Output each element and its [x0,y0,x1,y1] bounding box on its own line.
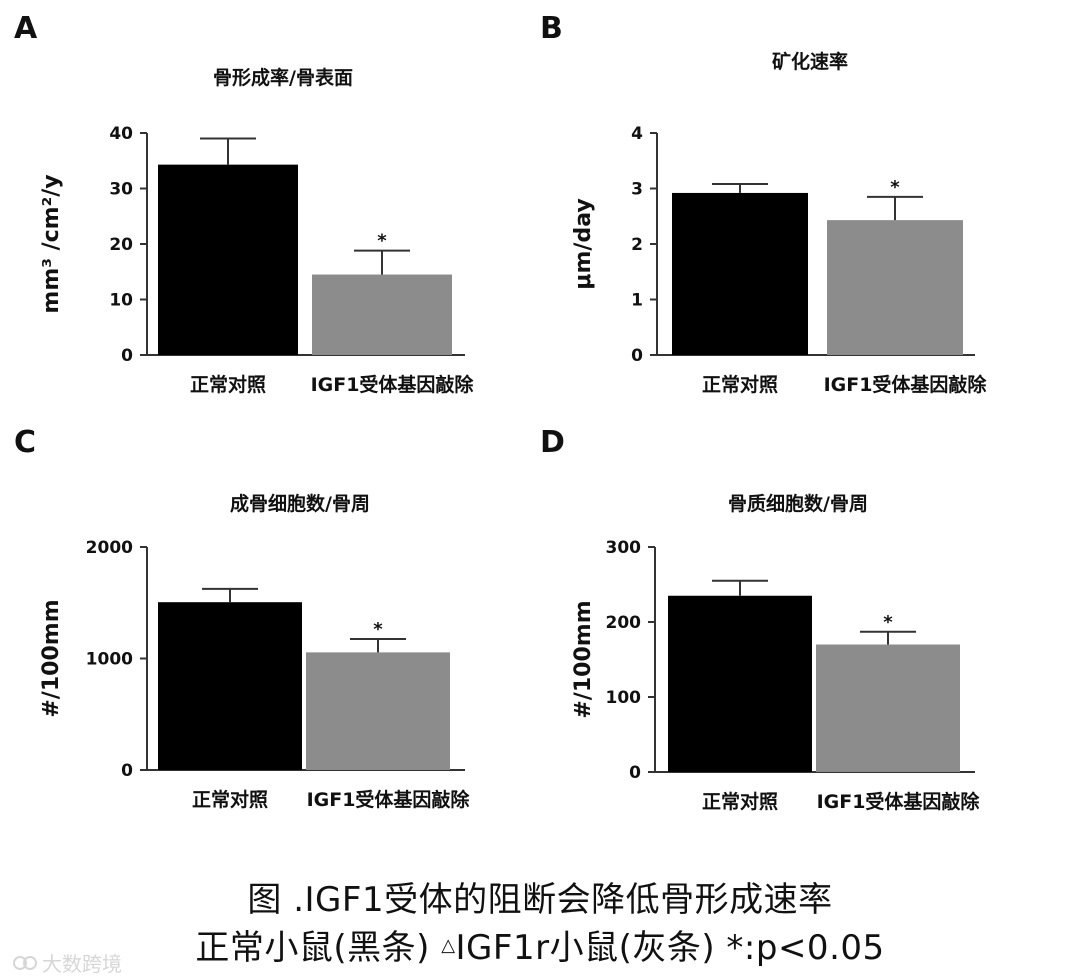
panel-b-ylabel: μm/day [571,198,596,289]
panel-c-bar-1 [306,652,450,770]
panel-d-category-0: 正常对照 [702,790,778,813]
panel-b-tick-label-3: 3 [631,180,643,200]
panel-d-tick-label-300: 300 [606,538,642,558]
panel-b-bar-1 [827,220,963,355]
panel-b-bar-0 [672,192,808,355]
panel-a-tick-label-20: 20 [109,235,133,255]
panel-a-bar-0 [158,164,298,355]
panel-b-letter: B [540,11,563,46]
panel-b-tick-label-0: 0 [631,346,643,366]
panel-c-title: 成骨细胞数/骨周 [230,492,370,515]
triangle-icon: △ [441,935,456,956]
panel-a-tick-label-30: 30 [109,180,133,200]
caption-line2-part1: 正常小鼠(黑条) [195,928,442,968]
panel-b-tick-label-1: 1 [631,291,643,311]
panel-a-ylabel: mm³ /cm²/y [39,174,64,313]
panel-a-tick-label-0: 0 [121,346,133,366]
panel-b-title: 矿化速率 [772,50,848,73]
panel-c-tick-label-1000: 1000 [86,650,133,670]
panel-b-tick-label-2: 2 [631,235,643,255]
panel-c-significance-1: * [373,619,383,640]
panel-c-tick-label-0: 0 [121,761,133,781]
panel-d-significance-1: * [883,612,893,633]
panel-b-category-0: 正常对照 [702,373,778,396]
panel-c-category-0: 正常对照 [192,788,268,811]
watermark-text: 大数跨境 [42,952,122,976]
panel-b-significance-1: * [890,177,900,198]
panel-a-tick-label-10: 10 [109,291,133,311]
panel-c-category-1: IGF1受体基因敲除 [307,788,471,811]
panel-a-category-1: IGF1受体基因敲除 [311,373,475,396]
panel-a-category-0: 正常对照 [190,373,266,396]
panel-a-tick-label-40: 40 [109,124,133,144]
panel-d-bar-1 [816,644,960,772]
panel-d-ylabel: #/100mm [571,600,596,718]
panel-a-letter: A [14,11,38,46]
panel-d-bar-0 [668,595,812,772]
figure-caption-line1: 图 .IGF1受体的阻断会降低骨形成速率 [247,880,833,920]
watermark-logo-icon [13,955,37,970]
figure-caption-line2: 正常小鼠(黑条) △IGF1r小鼠(灰条) *:p<0.05 [0,920,1080,969]
panel-d-category-1: IGF1受体基因敲除 [817,790,981,813]
panel-d-tick-label-100: 100 [606,688,642,708]
panel-a-title: 骨形成率/骨表面 [213,66,353,89]
panel-b-category-1: IGF1受体基因敲除 [824,373,988,396]
caption-line2-part2: IGF1r小鼠(灰条) *:p<0.05 [455,928,885,968]
panel-a-bar-1 [312,274,452,355]
panel-c-tick-label-2000: 2000 [86,538,133,558]
panel-c-bar-0 [158,602,302,770]
panel-d-tick-label-200: 200 [606,613,642,633]
panel-d-title: 骨质细胞数/骨周 [728,492,868,515]
panel-c-letter: C [14,425,36,460]
panel-d-letter: D [540,425,565,460]
watermark: 大数跨境 [12,948,122,977]
panel-b-tick-label-4: 4 [631,124,643,144]
panel-c-ylabel: #/100mm [39,599,64,717]
panel-a-significance-1: * [377,231,387,252]
panel-d-tick-label-0: 0 [629,763,641,783]
